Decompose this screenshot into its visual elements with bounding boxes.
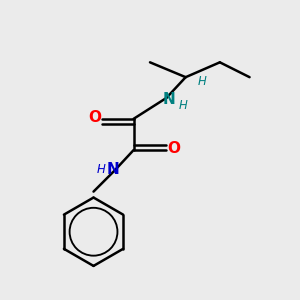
Text: N: N	[163, 92, 176, 107]
Text: H: H	[97, 163, 105, 176]
Text: H: H	[198, 75, 206, 88]
Text: N: N	[106, 162, 119, 177]
Text: H: H	[178, 99, 187, 112]
Text: O: O	[167, 141, 180, 156]
Text: O: O	[88, 110, 101, 125]
